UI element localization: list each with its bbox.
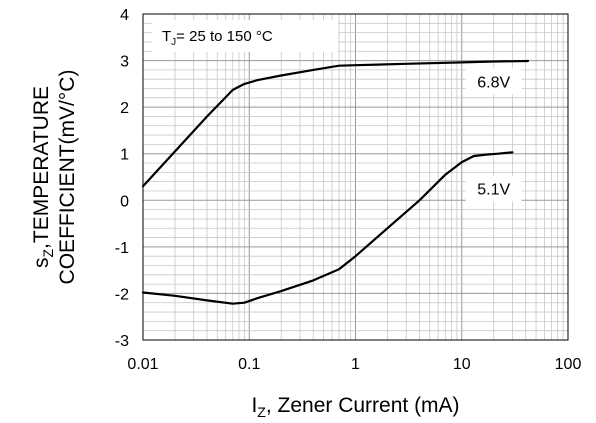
y-tick-label: -1 (115, 240, 129, 257)
y-tick-label: -2 (115, 286, 129, 303)
plot-frame (142, 13, 569, 341)
series-line-5-1v (141, 151, 514, 305)
y-axis-title-main: s (30, 258, 53, 269)
x-tick-label: 0.1 (238, 356, 260, 373)
annotation-background (152, 20, 338, 52)
x-axis-title-main: I (251, 394, 257, 417)
y-tick-label: 2 (120, 100, 129, 117)
x-axis-title-rest: , Zener Current (mA) (266, 394, 460, 417)
series-labels: 6.8V 5.1V (465, 68, 522, 202)
y-axis-title-subscript: Z (40, 249, 56, 258)
x-axis-title-subscript: Z (257, 404, 266, 420)
x-tick-label: 100 (555, 356, 582, 373)
series-label-background (465, 68, 522, 95)
series-line-6-8v (141, 59, 530, 188)
series-label-background (465, 175, 522, 202)
annotation-main: T (162, 28, 171, 45)
y-axis-title-rest: ,TEMPERATURE (30, 86, 53, 249)
series-label: 6.8V (477, 75, 510, 92)
x-tick-label: 10 (453, 356, 471, 373)
y-tick-label: 4 (120, 7, 129, 24)
x-tick-label: 0.01 (127, 356, 158, 373)
x-axis-title: IZ, Zener Current (mA) (251, 394, 459, 420)
x-tick-label: 1 (351, 356, 360, 373)
y-tick-label: 3 (120, 54, 129, 71)
annotation-subscript: J (171, 37, 176, 48)
y-axis-title-line-1: sZ,TEMPERATURE (30, 86, 56, 268)
y-tick-label: 0 (120, 193, 129, 210)
series-label: 5.1V (477, 182, 510, 199)
series-group (141, 59, 530, 305)
y-axis-title-line-2: COEFFICIENT(mV/°C) (56, 70, 79, 285)
y-tick-labels: -3 -2 -1 0 1 2 3 4 (115, 7, 129, 350)
annotation-rest: = 25 to 150 °C (176, 28, 273, 45)
temperature-annotation: TJ= 25 to 150 °C (152, 20, 338, 52)
y-tick-label: 1 (120, 147, 129, 164)
y-tick-label: -3 (115, 333, 129, 350)
grid (143, 14, 568, 340)
x-tick-labels: 0.01 0.1 1 10 100 (127, 356, 581, 373)
annotation-text: TJ= 25 to 150 °C (162, 28, 273, 48)
